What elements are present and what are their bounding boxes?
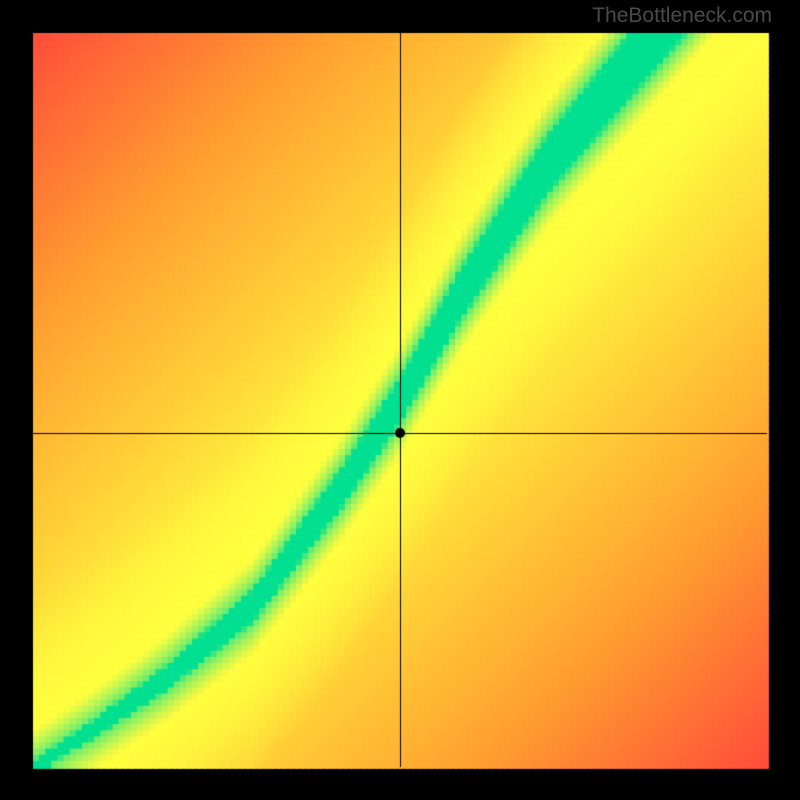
heatmap-canvas [0,0,800,800]
chart-container: TheBottleneck.com [0,0,800,800]
watermark-text: TheBottleneck.com [592,4,772,28]
